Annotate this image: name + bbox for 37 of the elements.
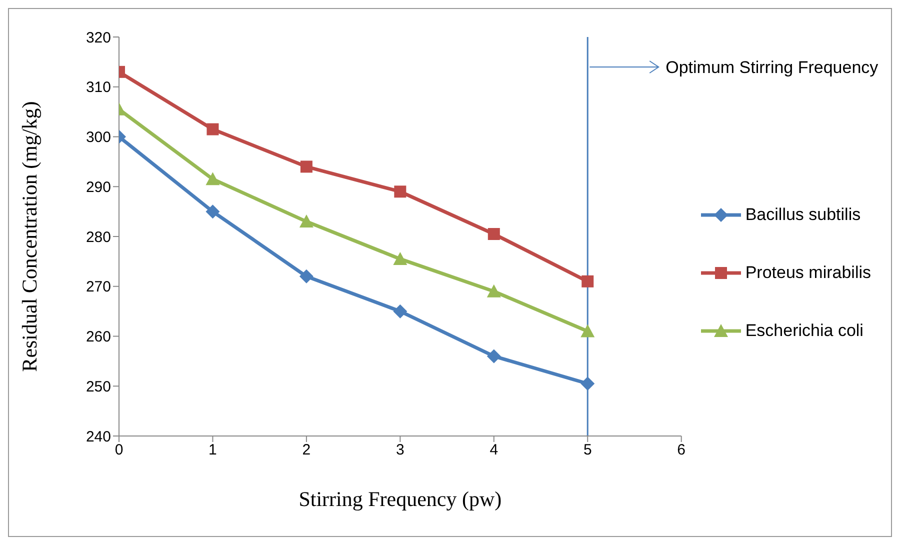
ref-line-label: Optimum Stirring Frequency: [666, 58, 879, 77]
x-axis-title: Stirring Frequency (pw): [298, 487, 502, 511]
y-tick-label: 320: [86, 29, 111, 46]
point: [582, 275, 594, 288]
y-tick-label: 240: [86, 428, 111, 446]
point: [486, 349, 501, 364]
point: [580, 376, 595, 391]
point: [299, 214, 314, 228]
y-axis-title: Residual Concentration (mg/kg): [17, 101, 42, 372]
point: [206, 204, 220, 219]
point: [299, 269, 314, 284]
legend-label: Bacillus subtilis: [745, 204, 861, 224]
x-tick-label: 3: [396, 442, 404, 459]
point: [488, 228, 500, 240]
x-tick-label: 6: [677, 442, 686, 459]
x-tick-label: 1: [208, 442, 217, 459]
legend-label: Proteus mirabilis: [745, 262, 871, 282]
point: [486, 284, 501, 298]
y-tick-label: 250: [86, 378, 111, 396]
x-tick-label: 0: [114, 442, 124, 459]
point: [206, 123, 219, 136]
y-tick-label: 260: [86, 328, 111, 346]
legend-label: Escherichia coli: [745, 320, 864, 340]
point: [393, 304, 408, 318]
point: [300, 160, 312, 173]
x-tick-label: 4: [490, 442, 498, 459]
y-tick-label: 280: [86, 228, 111, 246]
y-tick-label: 300: [86, 129, 111, 146]
x-tick-label: 5: [583, 442, 592, 459]
point: [580, 324, 595, 338]
point: [394, 186, 406, 198]
point: [206, 172, 220, 186]
y-tick-label: 290: [86, 178, 111, 196]
x-tick-label: 2: [302, 442, 311, 459]
y-tick-label: 270: [86, 278, 111, 296]
y-tick-label: 310: [86, 79, 111, 96]
point: [393, 252, 408, 265]
